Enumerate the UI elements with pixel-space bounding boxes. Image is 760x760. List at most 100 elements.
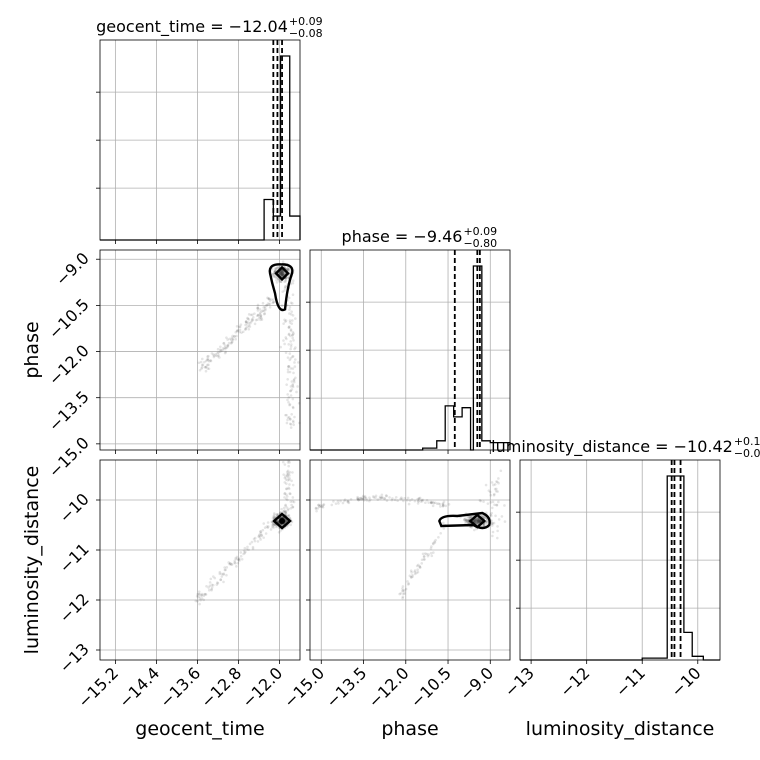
sample-point <box>275 281 279 284</box>
sample-point <box>380 496 383 500</box>
sample-point <box>276 265 280 269</box>
sample-point <box>493 483 497 486</box>
sample-point <box>466 520 470 524</box>
sample-point <box>289 389 292 393</box>
sample-point <box>273 269 277 273</box>
sample-point <box>281 460 285 464</box>
sample-point <box>281 273 285 277</box>
sample-point <box>260 316 263 320</box>
sample-point <box>201 363 205 367</box>
panel-frame <box>309 249 511 451</box>
sample-point <box>261 309 265 313</box>
sample-point <box>372 495 375 498</box>
sample-point <box>413 570 416 574</box>
sample-point <box>284 284 287 288</box>
sample-point <box>218 570 222 574</box>
sample-point <box>476 518 480 521</box>
sample-point <box>281 272 284 275</box>
sample-point <box>281 290 284 293</box>
sample-point <box>288 267 292 271</box>
sample-point <box>441 504 445 508</box>
sample-point <box>418 564 421 568</box>
sample-point <box>287 343 291 346</box>
sample-point <box>494 489 498 493</box>
sample-point <box>478 519 482 523</box>
x-tick-label: −12.0 <box>238 663 286 711</box>
sample-point <box>283 491 287 495</box>
sample-point <box>275 278 278 282</box>
sample-point <box>415 571 418 575</box>
sample-point <box>277 278 280 282</box>
sample-point <box>364 496 367 500</box>
sample-point <box>265 303 269 307</box>
sample-point <box>222 342 225 345</box>
sample-point <box>403 589 406 592</box>
x-axis-label-luminosity_distance: luminosity_distance <box>526 718 715 740</box>
sample-point <box>282 473 285 476</box>
sample-point <box>251 318 255 322</box>
sample-point <box>365 497 368 500</box>
sample-point <box>289 523 292 527</box>
sample-point <box>240 331 243 334</box>
sample-point <box>223 566 226 569</box>
sample-point <box>490 506 494 510</box>
y-axis-label-luminosity_distance: luminosity_distance <box>21 466 43 655</box>
sample-point <box>207 359 211 363</box>
sample-point <box>495 487 498 491</box>
sample-point <box>289 500 293 503</box>
sample-point <box>217 351 220 354</box>
sample-point <box>478 520 482 523</box>
sample-point <box>287 487 291 491</box>
sample-point <box>219 345 222 349</box>
sample-point <box>400 497 404 501</box>
sample-point <box>287 401 290 404</box>
sample-point <box>286 368 290 371</box>
sample-point <box>442 521 445 525</box>
sample-point <box>228 562 231 566</box>
sample-point <box>291 355 295 358</box>
sample-point <box>284 285 287 289</box>
sample-point <box>288 352 292 355</box>
sample-point <box>226 343 230 347</box>
sample-point <box>416 497 420 501</box>
sample-point <box>287 396 291 399</box>
sample-point <box>225 336 228 339</box>
sample-point <box>263 312 267 315</box>
sample-point <box>425 499 429 502</box>
sample-point <box>284 520 288 523</box>
sample-point <box>407 583 410 586</box>
sample-point <box>285 383 288 386</box>
sample-point <box>430 545 433 548</box>
sample-point <box>237 558 240 562</box>
sample-point <box>236 329 239 333</box>
sample-point <box>357 498 360 502</box>
sample-point <box>250 540 254 544</box>
sample-point <box>433 540 436 543</box>
sample-point <box>284 512 288 515</box>
sample-point <box>230 338 233 342</box>
sample-point <box>464 519 468 522</box>
sample-point <box>240 557 244 561</box>
sample-point <box>291 302 294 305</box>
sample-point <box>202 598 206 602</box>
sample-point <box>288 470 292 474</box>
sample-point <box>283 342 286 346</box>
sample-point <box>204 365 208 369</box>
sample-point <box>275 266 279 270</box>
sample-point <box>497 500 500 504</box>
sample-point <box>281 273 284 277</box>
sample-point <box>247 321 250 324</box>
sample-point <box>384 494 388 497</box>
sample-point <box>289 334 292 338</box>
sample-point <box>218 356 221 359</box>
sample-point <box>465 519 469 522</box>
sample-point <box>285 487 289 491</box>
sample-point <box>225 346 229 349</box>
sample-point <box>253 539 257 543</box>
sample-point <box>286 268 290 272</box>
sample-point <box>376 498 380 501</box>
x-tick-label: −15.0 <box>280 663 328 711</box>
x-tick-label: −12.0 <box>364 663 412 711</box>
sample-point <box>251 547 255 551</box>
panel-title-geocent_time: geocent_time = −12.04 <box>96 17 288 37</box>
